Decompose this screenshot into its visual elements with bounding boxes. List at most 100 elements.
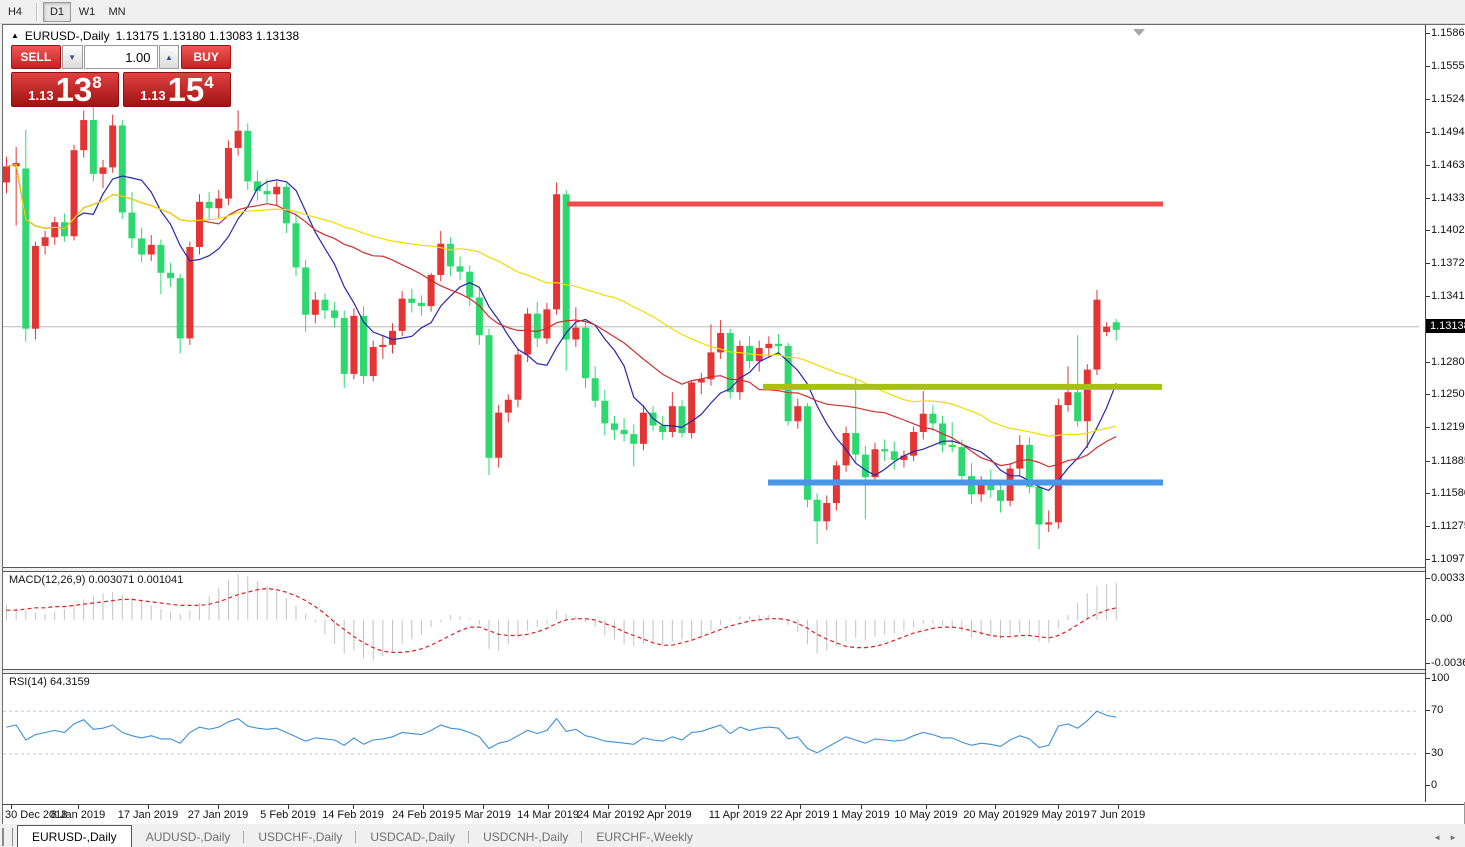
date-axis-label: 8 Jan 2019	[50, 809, 106, 821]
one-click-trade-panel: SELL ▼ ▲ BUY 1.13 13 8 1.13 15 4	[11, 45, 231, 107]
tab-eurchf-weekly[interactable]: EURCHF-,Weekly	[596, 830, 693, 844]
symbol-tab-bar: EURUSD-,Daily AUDUSD-,Daily USDCHF-,Daily U…	[0, 824, 1465, 847]
chart-shift-marker-icon[interactable]	[1133, 29, 1145, 36]
date-axis-label: 20 May 2019	[963, 809, 1027, 821]
ask-price-base: 1.13	[140, 88, 166, 103]
date-axis-label: 24 Feb 2019	[392, 809, 454, 821]
date-axis-label: 24 Mar 2019	[577, 809, 639, 821]
tab-scroll-right-icon[interactable]: ►	[1449, 833, 1457, 842]
price-axis-label: 1.14025	[1431, 224, 1465, 237]
date-axis-label: 17 Jan 2019	[117, 809, 179, 821]
timeframe-d1-button[interactable]: D1	[43, 1, 71, 22]
panel-splitter[interactable]	[3, 567, 1464, 572]
value-axis[interactable]: 1.15860 1.15550 1.15245 1.14940 1.14635 1.143…	[1425, 25, 1465, 802]
ask-price-pip: 4	[204, 73, 214, 92]
bid-price-base: 1.13	[28, 88, 54, 103]
date-axis-tick	[218, 805, 219, 809]
date-axis-label: 14 Mar 2019	[517, 809, 579, 821]
rsi-axis-label: 100	[1431, 672, 1450, 684]
collapse-trade-panel-icon[interactable]: ▲	[11, 31, 19, 40]
date-axis-label: 2 Apr 2019	[638, 809, 692, 821]
macd-axis-label-tick	[1426, 663, 1430, 664]
price-axis-label: 1.13720	[1431, 257, 1465, 270]
tab-scroll-left-icon[interactable]: ◄	[1433, 833, 1442, 842]
rsi-axis-label-tick	[1426, 678, 1430, 679]
date-axis-tick	[800, 805, 801, 809]
date-axis-tick	[288, 805, 289, 809]
price-axis-label: 1.13415	[1431, 290, 1465, 302]
price-axis-label-tick	[1426, 164, 1430, 166]
tab-usdchf-daily[interactable]: USDCHF-,Daily	[244, 827, 357, 847]
price-axis-label-tick	[1426, 197, 1430, 199]
macd-axis-label: 0.003392	[1431, 572, 1465, 584]
symbol-title: EURUSD-,Daily	[24, 29, 110, 43]
buy-button[interactable]: BUY	[181, 45, 231, 69]
price-axis-label: 1.14330	[1431, 191, 1465, 204]
date-axis-tick	[548, 805, 549, 809]
timeframe-h4-button[interactable]: H4	[7, 5, 23, 18]
date-axis-label: 27 Jan 2019	[187, 809, 249, 821]
date-axis-label: 22 Apr 2019	[770, 809, 830, 821]
ask-price-box[interactable]: 1.13 15 4	[123, 72, 231, 107]
date-axis-tick	[608, 805, 609, 809]
macd-axis-label-tick	[1426, 578, 1430, 579]
rsi-indicator-label: RSI(14) 64.3159	[9, 676, 90, 688]
ohlc-values: 1.13175 1.13180 1.13083 1.13138	[115, 29, 300, 43]
panel-splitter[interactable]	[3, 669, 1464, 674]
price-axis-label-tick	[1426, 526, 1430, 528]
date-axis-tick	[738, 805, 739, 809]
tab-eurusd-daily[interactable]: EURUSD-,Daily	[17, 825, 132, 847]
price-axis-label: 1.12805	[1431, 355, 1465, 368]
price-axis-label: 1.11580	[1431, 487, 1465, 500]
tab-usdcad-daily[interactable]: USDCAD-,Daily	[356, 827, 469, 847]
rsi-axis-label: 30	[1431, 746, 1444, 759]
sell-button[interactable]: SELL	[11, 45, 61, 69]
ask-price-main: 15	[167, 71, 205, 108]
date-axis-label: 29 May 2019	[1026, 809, 1090, 821]
chart-window: ▲ EURUSD-,Daily 1.13175 1.13180 1.13083 …	[2, 24, 1465, 825]
rsi-axis-label-tick	[1426, 710, 1430, 712]
tab-audusd-daily[interactable]: AUDUSD-,Daily	[132, 827, 245, 847]
date-axis[interactable]: 30 Dec 2018 8 Jan 2019 17 Jan 2019 27 Jan 2…	[3, 804, 1464, 825]
timeframe-w1-button[interactable]: W1	[78, 5, 96, 18]
rsi-chart-canvas[interactable]	[3, 673, 1425, 803]
timeframe-mn-button[interactable]: MN	[108, 5, 126, 18]
price-axis-label-tick	[1426, 296, 1430, 297]
price-axis-label: 1.12195	[1431, 421, 1465, 434]
price-chart-canvas[interactable]	[3, 26, 1425, 567]
timeframe-toolbar: H4 D1 W1 MN	[0, 0, 1465, 24]
price-axis-label-tick	[1426, 33, 1430, 34]
tab-bar-grip	[2, 828, 13, 846]
bid-price-box[interactable]: 1.13 13 8	[11, 72, 119, 107]
price-axis-label-tick	[1426, 559, 1430, 560]
date-axis-label: 14 Feb 2019	[322, 809, 384, 821]
price-axis-label-tick	[1426, 394, 1430, 396]
date-axis-label: 1 May 2019	[832, 809, 890, 821]
date-axis-tick	[665, 805, 666, 809]
bid-price-main: 13	[55, 71, 93, 108]
price-axis-label: 1.15245	[1431, 93, 1465, 106]
date-axis-tick	[995, 805, 996, 809]
tab-usdcnh-daily[interactable]: USDCNH-,Daily	[469, 827, 583, 847]
price-axis-label-tick	[1426, 427, 1430, 429]
date-axis-tick	[423, 805, 424, 809]
macd-chart-canvas[interactable]	[3, 571, 1425, 669]
price-axis-label: 1.15550	[1431, 60, 1465, 73]
price-axis-label-tick	[1426, 99, 1430, 101]
chart-header: ▲ EURUSD-,Daily 1.13175 1.13180 1.13083 …	[11, 29, 299, 43]
price-axis-label: 1.15860	[1431, 27, 1465, 39]
price-axis-label-tick	[1426, 460, 1430, 462]
volume-increase-button[interactable]: ▲	[158, 45, 180, 69]
volume-decrease-button[interactable]: ▼	[61, 45, 83, 69]
volume-input[interactable]	[83, 45, 158, 69]
price-axis-label-tick	[1426, 493, 1430, 495]
date-axis-label: 5 Feb 2019	[260, 809, 316, 821]
rsi-axis-label: 70	[1431, 704, 1444, 717]
price-axis-label-tick	[1426, 361, 1430, 363]
date-axis-tick	[1058, 805, 1059, 809]
date-axis-tick	[78, 805, 79, 809]
date-axis-tick	[1118, 805, 1119, 809]
date-axis-label: 30 Dec 2018	[5, 809, 68, 821]
price-axis-label: 1.14940	[1431, 125, 1465, 138]
